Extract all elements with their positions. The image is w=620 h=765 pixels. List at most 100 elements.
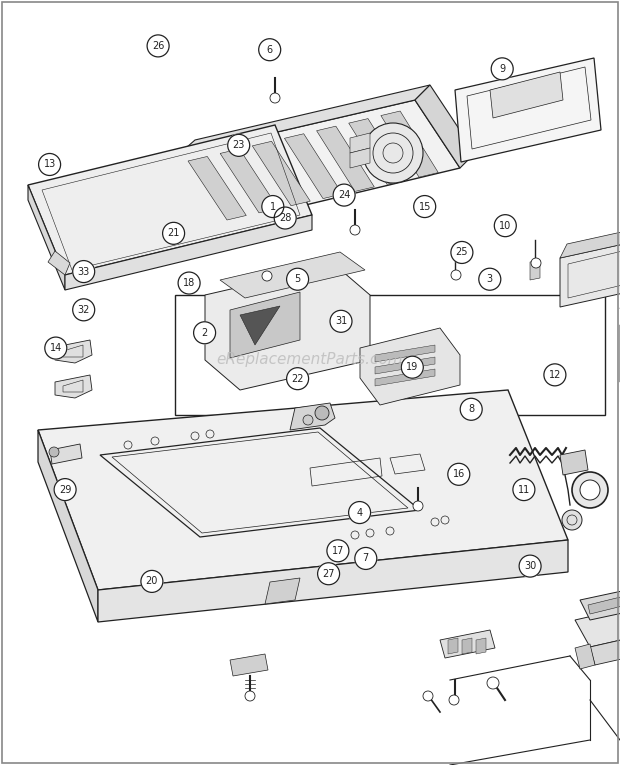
Circle shape — [531, 258, 541, 268]
Polygon shape — [350, 133, 370, 153]
Text: 19: 19 — [406, 362, 419, 373]
Circle shape — [413, 501, 423, 511]
Text: 29: 29 — [59, 484, 71, 495]
Polygon shape — [38, 430, 98, 622]
Text: 14: 14 — [50, 343, 62, 353]
Circle shape — [54, 479, 76, 500]
Polygon shape — [230, 292, 300, 358]
Circle shape — [330, 311, 352, 332]
Text: 17: 17 — [332, 545, 344, 556]
Text: 5: 5 — [294, 274, 301, 285]
Circle shape — [269, 204, 281, 216]
Text: 25: 25 — [456, 247, 468, 258]
Text: 12: 12 — [549, 369, 561, 380]
Polygon shape — [50, 444, 82, 464]
Text: 4: 4 — [356, 507, 363, 518]
Polygon shape — [575, 603, 620, 647]
Circle shape — [333, 184, 355, 206]
Text: 8: 8 — [468, 404, 474, 415]
Polygon shape — [55, 375, 92, 398]
Polygon shape — [375, 357, 435, 374]
Polygon shape — [530, 260, 540, 280]
Polygon shape — [38, 390, 568, 590]
Text: 23: 23 — [232, 140, 245, 151]
Polygon shape — [560, 236, 620, 307]
Circle shape — [49, 447, 59, 457]
Polygon shape — [55, 340, 92, 363]
Polygon shape — [415, 85, 475, 168]
Polygon shape — [65, 215, 312, 290]
Text: 9: 9 — [499, 63, 505, 74]
Circle shape — [147, 35, 169, 57]
Circle shape — [350, 225, 360, 235]
Polygon shape — [98, 540, 568, 622]
Circle shape — [270, 93, 280, 103]
Circle shape — [262, 271, 272, 281]
Circle shape — [448, 464, 470, 485]
Circle shape — [494, 215, 516, 236]
Polygon shape — [252, 142, 310, 206]
Text: 10: 10 — [499, 220, 511, 231]
Circle shape — [348, 502, 371, 523]
Text: 13: 13 — [43, 159, 56, 170]
Text: 26: 26 — [152, 41, 164, 51]
Polygon shape — [476, 638, 486, 654]
Circle shape — [479, 269, 501, 290]
Polygon shape — [28, 125, 312, 275]
Text: 18: 18 — [183, 278, 195, 288]
Text: 20: 20 — [146, 576, 158, 587]
Polygon shape — [462, 638, 472, 654]
Circle shape — [262, 196, 284, 217]
Circle shape — [487, 677, 499, 689]
Circle shape — [73, 261, 95, 282]
Circle shape — [45, 337, 67, 359]
Polygon shape — [590, 630, 620, 665]
Polygon shape — [220, 149, 278, 213]
Polygon shape — [440, 630, 495, 658]
Circle shape — [178, 272, 200, 294]
Circle shape — [141, 571, 163, 592]
Circle shape — [449, 695, 459, 705]
Polygon shape — [230, 654, 268, 676]
Circle shape — [544, 364, 566, 386]
Circle shape — [451, 242, 473, 263]
Text: 7: 7 — [363, 553, 369, 564]
Circle shape — [401, 356, 423, 378]
Polygon shape — [48, 251, 70, 275]
Polygon shape — [188, 157, 246, 220]
Text: 33: 33 — [78, 266, 90, 277]
Circle shape — [286, 368, 309, 389]
Polygon shape — [350, 148, 370, 168]
Polygon shape — [285, 134, 342, 199]
Text: 1: 1 — [270, 201, 276, 212]
Circle shape — [274, 207, 296, 229]
Polygon shape — [348, 119, 406, 184]
Circle shape — [327, 540, 349, 562]
Circle shape — [303, 415, 313, 425]
Circle shape — [73, 299, 95, 321]
Circle shape — [245, 691, 255, 701]
Circle shape — [286, 269, 309, 290]
Polygon shape — [360, 328, 460, 405]
Polygon shape — [317, 126, 374, 191]
Circle shape — [562, 510, 582, 530]
Text: 31: 31 — [335, 316, 347, 327]
Text: 16: 16 — [453, 469, 465, 480]
Text: 2: 2 — [202, 327, 208, 338]
Text: 21: 21 — [167, 228, 180, 239]
Circle shape — [162, 223, 185, 244]
Circle shape — [355, 548, 377, 569]
Polygon shape — [560, 222, 620, 258]
Circle shape — [259, 39, 281, 60]
Text: eReplacementParts.com: eReplacementParts.com — [216, 352, 404, 367]
Polygon shape — [265, 578, 300, 604]
Circle shape — [363, 123, 423, 183]
Polygon shape — [375, 369, 435, 386]
Text: 32: 32 — [78, 304, 90, 315]
Polygon shape — [580, 585, 620, 620]
Circle shape — [38, 154, 61, 175]
Circle shape — [193, 322, 216, 343]
Circle shape — [491, 58, 513, 80]
Text: 24: 24 — [338, 190, 350, 200]
Circle shape — [228, 135, 250, 156]
